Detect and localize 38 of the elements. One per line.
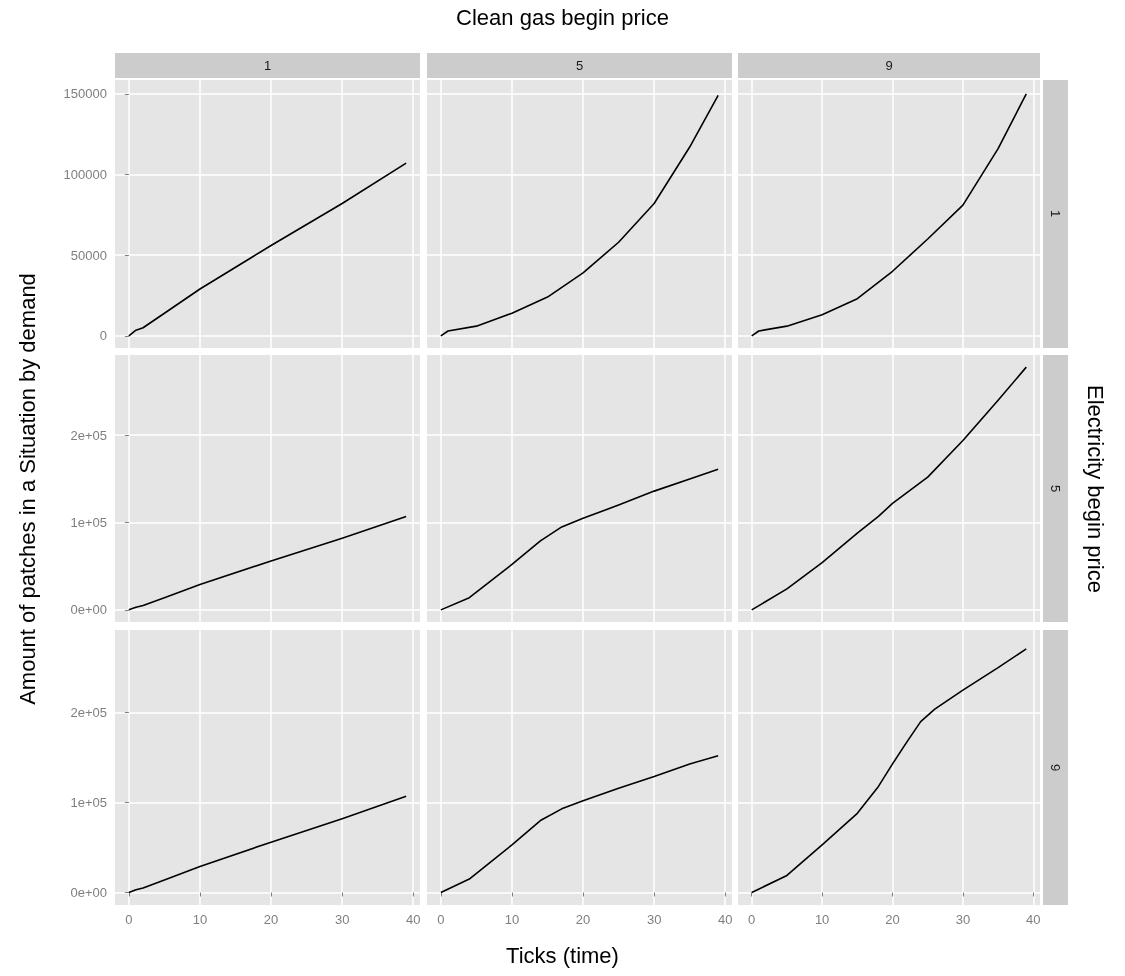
line-series	[128, 515, 407, 611]
x-tick-label: 10	[814, 912, 830, 927]
x-tick-label: 0	[748, 912, 756, 927]
text: Electricity begin price	[1082, 384, 1108, 593]
y-tick-label: 100000	[63, 166, 107, 182]
y-tick-label: 2e+05	[70, 427, 107, 443]
text: Clean gas begin price	[455, 5, 670, 31]
chart-title: 5	[427, 53, 732, 78]
y-tick-label: 2e+05	[70, 705, 107, 721]
y2-axis-title: 5	[1043, 355, 1068, 622]
x-tick-label: 40	[1026, 912, 1041, 927]
y-tick-label: 1e+05	[70, 515, 107, 531]
y-tick-label: 0e+00	[70, 602, 107, 618]
x-tick-label: 0	[437, 912, 445, 927]
y2-axis-title: 9	[1043, 630, 1068, 905]
x-tick-label: 10	[504, 912, 520, 927]
line-series	[128, 795, 407, 894]
chart-title: 1	[115, 53, 420, 78]
x-tick-label: 30	[955, 912, 971, 927]
line-series	[128, 162, 407, 337]
x-tick-label: 20	[263, 912, 279, 927]
x-tick-label: 40	[406, 912, 421, 927]
chart-title: 9	[738, 53, 1040, 78]
y-tick-label: 150000	[63, 86, 107, 102]
y2-axis-title: 1	[1043, 80, 1068, 348]
y-axis-title: Amount of patches in a Situation by demand	[15, 272, 41, 705]
x-tick-label: 20	[885, 912, 900, 927]
y-tick-label: 1e+05	[70, 795, 107, 811]
x-axis-title: Ticks (time)	[505, 943, 620, 969]
x-tick-label: 40	[718, 912, 733, 927]
y-tick-label: 0e+00	[70, 885, 107, 900]
x-tick-label: 30	[334, 912, 350, 927]
x-tick-label: 10	[192, 912, 208, 927]
x-tick-label: 30	[646, 912, 662, 927]
y-tick-label: 50000	[70, 247, 107, 263]
y-tick-label: 0	[99, 328, 107, 344]
x-tick-label: 0	[125, 912, 133, 927]
x-tick-label: 20	[575, 912, 591, 927]
